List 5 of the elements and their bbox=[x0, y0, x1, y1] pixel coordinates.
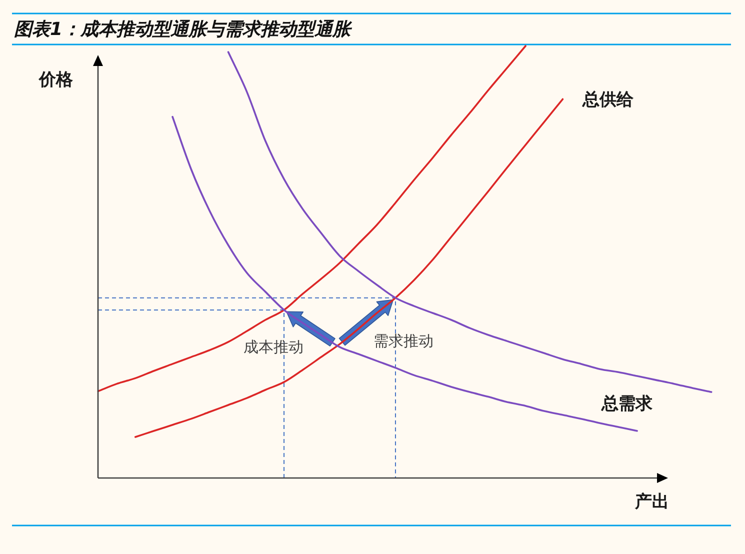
xlabel: 产出 bbox=[635, 492, 669, 512]
annotation: 需求推动 bbox=[374, 332, 434, 350]
ylabel: 价格 bbox=[39, 70, 73, 90]
title: 图表1：成本推动型通胀与需求推动型通胀 bbox=[14, 19, 351, 40]
annotation: 成本推动 bbox=[244, 338, 304, 356]
